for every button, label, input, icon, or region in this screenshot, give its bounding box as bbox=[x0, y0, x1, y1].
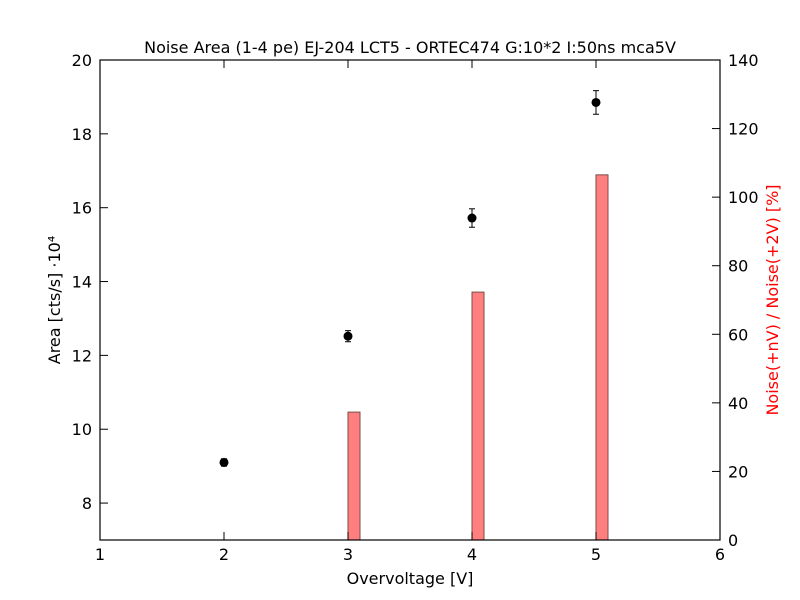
y-axis-right-ticks: 0 20 40 60 80 100 120 140 bbox=[712, 51, 759, 550]
y-tick-label: 18 bbox=[72, 125, 92, 144]
y-right-tick-label: 20 bbox=[728, 462, 748, 481]
y-tick-label: 20 bbox=[72, 51, 92, 70]
y-right-tick-label: 140 bbox=[728, 51, 759, 70]
bar bbox=[347, 411, 361, 541]
x-axis-ticks: 1 2 3 4 5 6 bbox=[95, 60, 725, 564]
y-right-tick-label: 100 bbox=[728, 188, 759, 207]
y-axis-left-label: Area [cts/s] ·10⁴ bbox=[45, 236, 64, 364]
y-tick-label: 10 bbox=[72, 420, 92, 439]
data-point bbox=[467, 213, 477, 223]
y-tick-label: 16 bbox=[72, 199, 92, 218]
points-layer bbox=[219, 90, 601, 467]
x-axis-label: Overvoltage [V] bbox=[347, 569, 474, 588]
y-tick-label: 8 bbox=[82, 494, 92, 513]
y-tick-label: 14 bbox=[72, 273, 92, 292]
y-axis-left-ticks: 8 10 12 14 16 18 20 bbox=[72, 51, 108, 513]
y-right-tick-label: 0 bbox=[728, 531, 738, 550]
x-tick-label: 6 bbox=[715, 545, 725, 564]
y-right-tick-label: 80 bbox=[728, 257, 748, 276]
data-point bbox=[591, 97, 601, 107]
bar bbox=[595, 174, 609, 541]
x-tick-label: 5 bbox=[591, 545, 601, 564]
y-right-tick-label: 40 bbox=[728, 394, 748, 413]
bar bbox=[471, 291, 485, 541]
x-tick-label: 2 bbox=[219, 545, 229, 564]
x-tick-label: 3 bbox=[343, 545, 353, 564]
data-point bbox=[219, 457, 229, 467]
y-axis-right-label: Noise(+nV) / Noise(+2V) [%] bbox=[763, 184, 782, 415]
chart-title: Noise Area (1-4 pe) EJ-204 LCT5 - ORTEC4… bbox=[144, 38, 676, 57]
bars-layer bbox=[347, 174, 609, 541]
plot-area-frame bbox=[99, 59, 721, 541]
x-tick-label: 1 bbox=[95, 545, 105, 564]
x-tick-label: 4 bbox=[467, 545, 477, 564]
y-right-tick-label: 60 bbox=[728, 325, 748, 344]
data-point bbox=[343, 331, 353, 341]
y-right-tick-label: 120 bbox=[728, 120, 759, 139]
y-tick-label: 12 bbox=[72, 346, 92, 365]
